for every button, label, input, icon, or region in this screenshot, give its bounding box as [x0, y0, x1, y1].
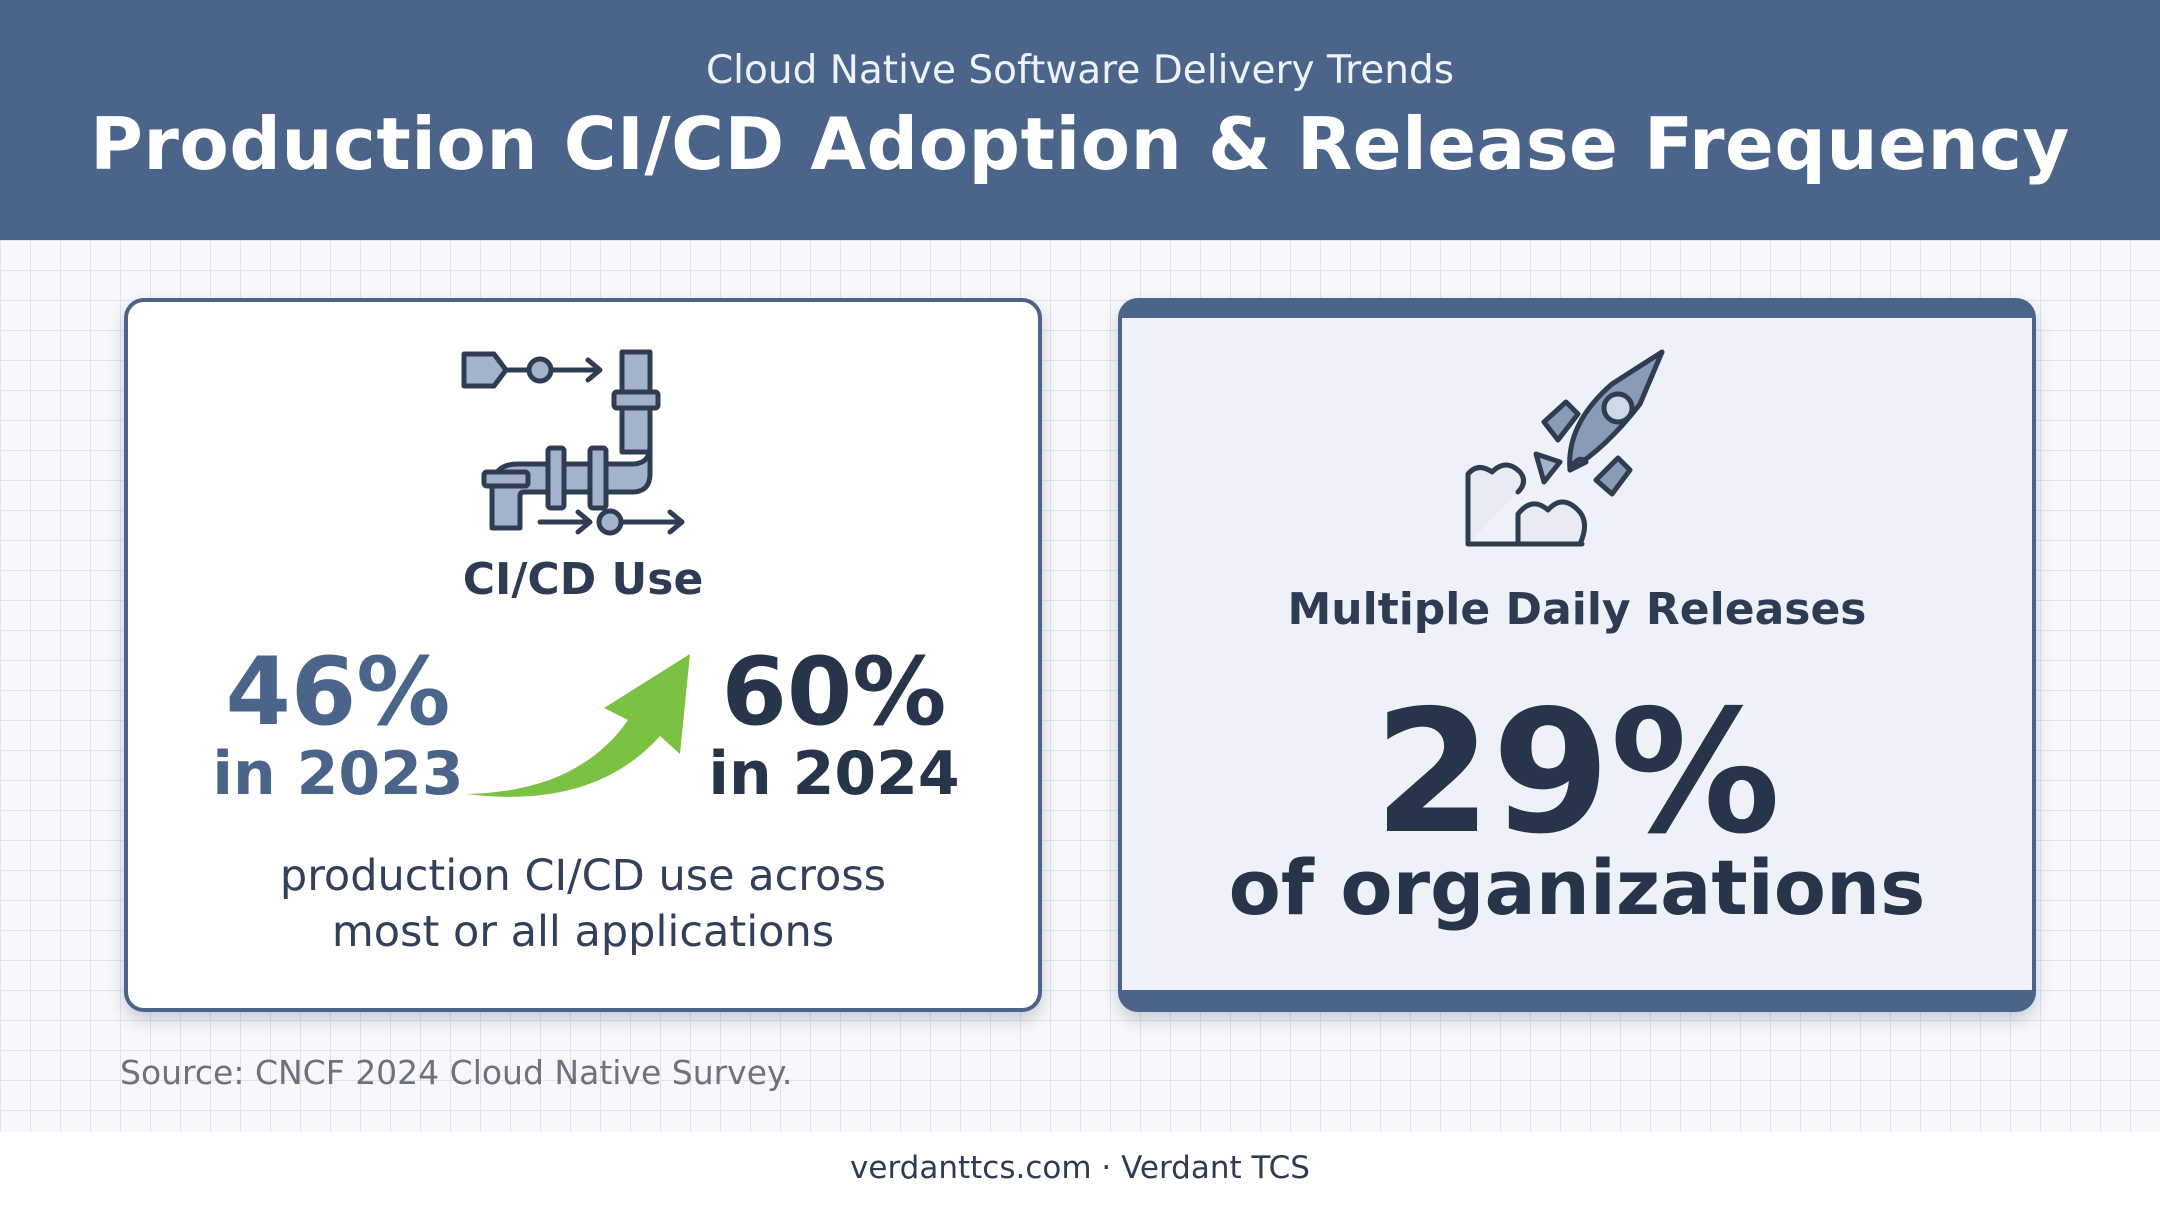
daily-releases-label: Multiple Daily Releases: [1287, 584, 1867, 635]
cicd-description-line1: production CI/CD use across: [279, 851, 887, 901]
stat-2024-year: in 2024: [708, 739, 960, 809]
stat-2023-year: in 2023: [212, 739, 464, 809]
cicd-description: production CI/CD use across most or all …: [188, 848, 978, 960]
stat-2024: 60% in 2024: [694, 638, 974, 809]
page-subtitle: Cloud Native Software Delivery Trends: [705, 48, 1455, 93]
cicd-use-label: CI/CD Use: [462, 554, 704, 605]
pipeline-icon: [461, 349, 685, 536]
cicd-description-line2: most or all applications: [331, 907, 835, 957]
daily-releases-value: 29%: [1373, 674, 1781, 872]
stat-2023-value: 46%: [225, 638, 451, 747]
stat-2024-value: 60%: [721, 638, 947, 747]
header-banner: Cloud Native Software Delivery Trends Pr…: [0, 0, 2160, 240]
footer-text: verdanttcs.com · Verdant TCS: [850, 1150, 1310, 1186]
footer: verdanttcs.com · Verdant TCS: [0, 1132, 2160, 1206]
cicd-use-card: CI/CD Use 46% in 2023 60% in 2024 produc…: [124, 298, 1042, 1012]
green-upward-arrow-icon: [466, 654, 690, 797]
source-note: Source: CNCF 2024 Cloud Native Survey.: [120, 1053, 793, 1092]
rocket-icon: [1465, 349, 1665, 547]
stat-2023: 46% in 2023: [198, 638, 478, 809]
daily-releases-caption: of organizations: [1228, 843, 1926, 932]
daily-releases-card: Multiple Daily Releases 29% of organizat…: [1118, 298, 2036, 1012]
page-title: Production CI/CD Adoption & Release Freq…: [90, 102, 2070, 186]
